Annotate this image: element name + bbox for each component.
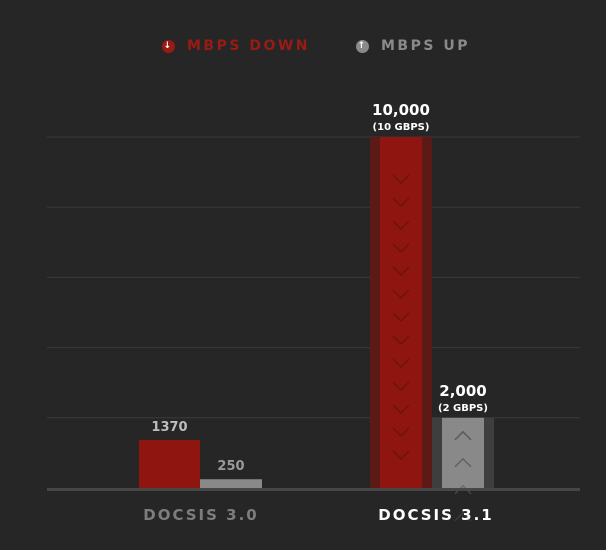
x-tick-label-docsis-3-1: DOCSIS 3.1 <box>378 506 494 524</box>
legend-label-up: MBPS UP <box>381 38 470 54</box>
chevron-down-icon <box>392 243 410 254</box>
bar-up <box>442 417 484 488</box>
chevron-down-icon <box>392 174 410 185</box>
chevron-up-icon <box>454 484 472 495</box>
chevron-up-icon <box>454 430 472 441</box>
chevron-down-icon <box>392 335 410 346</box>
arrow-up-circle-icon: ↑ <box>356 39 369 53</box>
legend-label-down: MBPS DOWN <box>187 38 311 54</box>
legend-item-down: ↓ MBPS DOWN <box>162 38 310 54</box>
bar-down <box>380 137 422 488</box>
data-label-up: 2,000 <box>439 382 486 400</box>
data-sublabel-down: (10 GBPS) <box>373 122 430 133</box>
legend: ↓ MBPS DOWN ↑ MBPS UP <box>0 38 606 60</box>
chevron-down-icon <box>392 197 410 208</box>
chevron-down-icon <box>392 220 410 231</box>
arrow-down-circle-icon: ↓ <box>162 39 175 53</box>
chevron-up-icon <box>454 511 472 522</box>
chevron-up-icon <box>454 457 472 468</box>
data-label-up: 250 <box>217 459 244 474</box>
x-tick-label-docsis-3-0: DOCSIS 3.0 <box>143 506 259 524</box>
legend-item-up: ↑ MBPS UP <box>356 38 470 54</box>
bar-down <box>139 439 200 488</box>
chevron-down-icon <box>392 404 410 415</box>
chevron-down-icon <box>392 266 410 277</box>
chevron-down-icon <box>392 381 410 392</box>
data-sublabel-up: (2 GBPS) <box>438 403 488 414</box>
chevron-down-icon <box>392 312 410 323</box>
data-label-down: 1370 <box>151 420 187 435</box>
chevron-down-icon <box>392 450 410 461</box>
chevron-down-icon <box>392 358 410 369</box>
chevron-down-icon <box>392 427 410 438</box>
data-label-down: 10,000 <box>372 101 430 119</box>
bar-up <box>200 479 262 488</box>
chevron-down-icon <box>392 289 410 300</box>
